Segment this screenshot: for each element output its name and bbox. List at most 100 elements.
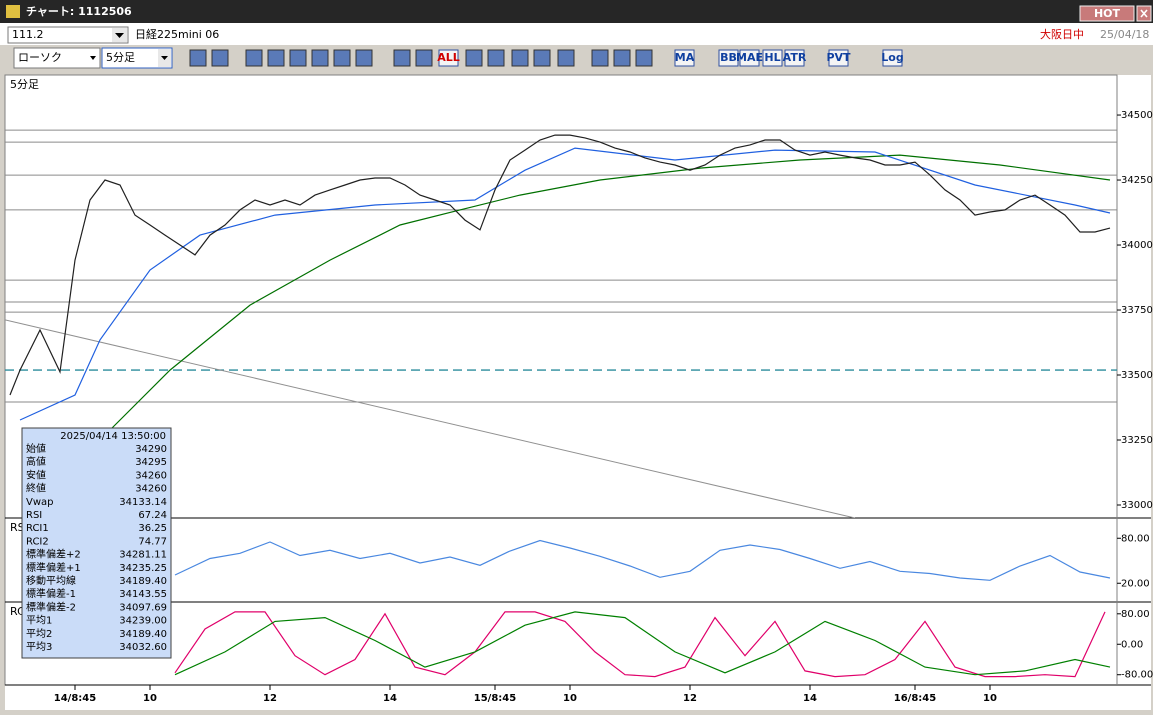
tool-icon[interactable] [311, 49, 329, 67]
style-select[interactable] [13, 47, 101, 69]
tool-button[interactable] [718, 49, 739, 67]
tool-button-label[interactable]: BB [720, 51, 737, 64]
info-label: RCI2 [26, 536, 49, 547]
tool-icon[interactable] [289, 49, 307, 67]
y-tick-label: 34500 [1121, 110, 1153, 121]
tool-button[interactable] [882, 49, 903, 67]
info-label: 平均3 [26, 641, 52, 653]
tool-icon[interactable] [635, 49, 653, 67]
y-tick-label: -80.00 [1121, 670, 1153, 681]
toolbar [0, 45, 1153, 72]
info-value: 34290 [135, 444, 167, 455]
x-tick-label: 14/8:45 [54, 693, 96, 704]
y-tick-label: 80.00 [1121, 533, 1150, 544]
tool-icon[interactable] [245, 49, 263, 67]
tool-icon[interactable] [591, 49, 609, 67]
tool-button-label[interactable]: Log [881, 51, 903, 64]
tool-button[interactable] [438, 49, 459, 67]
info-value: 74.77 [138, 536, 167, 547]
tool-button[interactable] [674, 49, 695, 67]
tool-icon[interactable] [189, 49, 207, 67]
dropdown-arrow [115, 33, 124, 38]
tool-icon[interactable] [333, 49, 351, 67]
window-title: チャート: 1112506 [26, 5, 132, 18]
trendline [5, 319, 856, 518]
tool-icon[interactable] [533, 49, 551, 67]
y-tick-label: 0.00 [1121, 639, 1143, 650]
y-tick-label: 20.00 [1121, 578, 1150, 589]
y-tick-label: 33750 [1121, 305, 1153, 316]
tool-button-label[interactable]: MAE [736, 51, 763, 64]
dropdown-arrow [161, 56, 168, 60]
tool-icon[interactable] [511, 49, 529, 67]
date: 25/04/18 [1100, 28, 1149, 41]
info-value: 34097.69 [119, 602, 167, 613]
app-icon [6, 5, 20, 18]
tool-button[interactable] [739, 49, 760, 67]
series-line [174, 611, 1111, 676]
info-value: 34189.40 [119, 576, 167, 587]
x-axis-area [5, 685, 1151, 710]
series-line [99, 154, 1111, 441]
tool-icon[interactable] [211, 49, 229, 67]
tool-icon[interactable] [355, 49, 373, 67]
tool-icon[interactable] [557, 49, 575, 67]
panel-0 [5, 129, 1117, 518]
tool-icon[interactable] [465, 49, 483, 67]
y-tick-label: 33500 [1121, 370, 1153, 381]
x-tick-label: 10 [983, 693, 997, 704]
y-tick-label: 80.00 [1121, 609, 1150, 620]
tool-button-label[interactable]: HL [764, 51, 780, 64]
session: 大阪日中 [1040, 27, 1084, 41]
tool-icon[interactable] [393, 49, 411, 67]
info-value: 34235.25 [119, 563, 167, 574]
hot-label[interactable]: HOT [1094, 7, 1121, 20]
code-input[interactable] [7, 26, 129, 44]
instrument-name: 日経225mini 06 [135, 28, 219, 41]
tool-button-label[interactable]: PVT [826, 51, 851, 64]
series-line [174, 611, 1106, 678]
plots: 5分足 33000 33250 33500 33750 34000 34250 34500 14… [5, 78, 1153, 704]
x-tick-label: 10 [563, 693, 577, 704]
info-label: 安値 [26, 468, 46, 481]
code-text: 111.2 [12, 28, 44, 41]
series-line [174, 539, 1111, 581]
tool-button[interactable] [784, 49, 805, 67]
tool-button-label[interactable]: ATR [783, 51, 807, 64]
info-value: 34032.60 [119, 642, 167, 653]
y-tick-label: 33000 [1121, 500, 1153, 511]
interval-text: 5分足 [106, 51, 135, 64]
info-value: 34239.00 [119, 616, 167, 627]
x-tick-label: 10 [143, 693, 157, 704]
tool-icon[interactable] [415, 49, 433, 67]
tool-button[interactable] [762, 49, 783, 67]
x-tick-label: 14 [383, 693, 397, 704]
info-label: 標準偏差-1 [26, 587, 76, 600]
info-label: Vwap [26, 497, 54, 508]
tool-button-label[interactable]: ALL [437, 51, 460, 64]
x-tick-label: 12 [683, 693, 697, 704]
info-value: 34260 [135, 484, 167, 495]
panel-1 [174, 539, 1111, 581]
tool-button[interactable] [828, 49, 849, 67]
x-tick-label: 15/8:45 [474, 693, 516, 704]
info-label: 標準偏差+2 [26, 548, 81, 561]
tool-icon[interactable] [613, 49, 631, 67]
info-label: RCI1 [26, 523, 49, 534]
info-value: 36.25 [138, 523, 167, 534]
tool-button-label[interactable]: MA [675, 51, 695, 64]
interval-select[interactable] [101, 47, 173, 69]
tool-icon[interactable] [267, 49, 285, 67]
style-text: ローソク [18, 51, 62, 64]
info-label: RSI [26, 510, 42, 521]
panel-title: 5分足 [10, 78, 39, 91]
tool-icon[interactable] [487, 49, 505, 67]
dropdown-arrow [90, 56, 96, 60]
hot-button[interactable] [1079, 5, 1135, 22]
x-tick-label: 12 [263, 693, 277, 704]
info-panel-bg [21, 427, 172, 659]
info-value: 67.24 [138, 510, 167, 521]
y-tick-label: 34000 [1121, 240, 1153, 251]
